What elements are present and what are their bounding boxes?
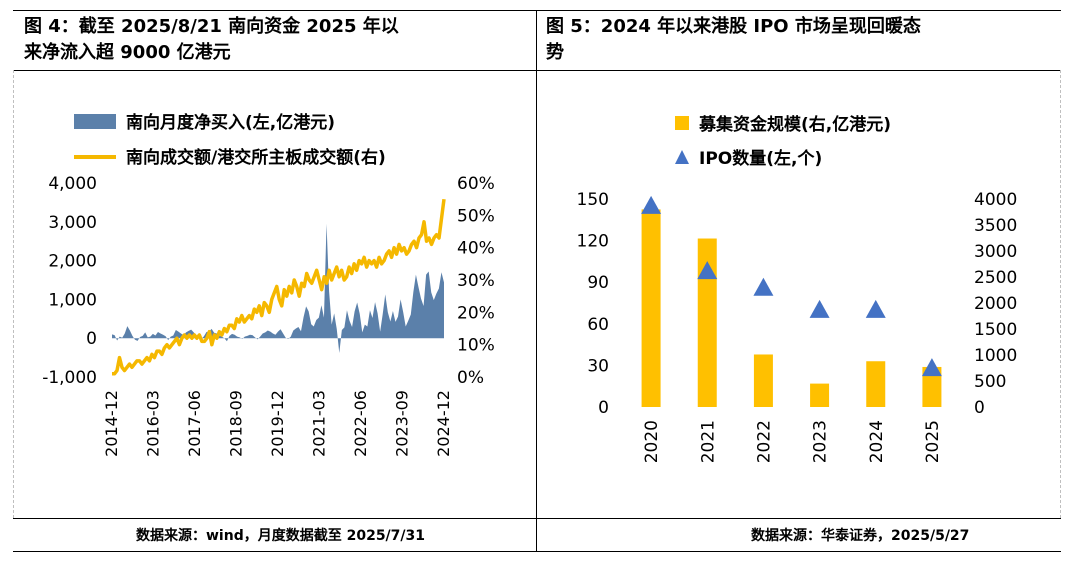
right-source-note: 数据来源：华泰证券，2025/5/27: [751, 528, 970, 544]
legend-line-label: 南向成交额/港交所主板成交额(右): [126, 147, 386, 168]
right-axis-tick: 2000: [974, 294, 1017, 314]
right-axis-tick: 3500: [974, 216, 1017, 236]
ipo-count-marker: [697, 261, 718, 280]
x-axis-tick: 2017-06: [185, 390, 204, 457]
left-axis-tick: 150: [577, 190, 609, 210]
frame-bottom-border: [13, 551, 1061, 552]
left-source-note: 数据来源：wind，月度数据截至 2025/7/31: [136, 528, 426, 544]
hk-ipo-chart: 募集资金规模(右,亿港元) IPO数量(左,个) 0 30 60 90 120 150 0…: [577, 114, 1018, 463]
legend-bar-swatch: [675, 116, 689, 130]
right-figure-title: 图 5：2024 年以来港股 IPO 市场呈现回暖态 势: [546, 14, 921, 66]
title-divider: [13, 70, 1061, 71]
left-title-line2: 来净流入超 9000 亿港元: [24, 42, 231, 63]
left-title-line1: 图 4：截至 2025/8/21 南向资金 2025 年以: [24, 16, 399, 37]
right-axis-tick: 60%: [457, 174, 495, 194]
right-axis-tick: 0: [974, 398, 985, 418]
x-axis-category: 2024: [867, 420, 887, 463]
right-dashed-border: [1060, 70, 1061, 518]
x-axis-tick: 2018-09: [227, 390, 246, 457]
right-axis-tick: 2500: [974, 268, 1017, 288]
ipo-count-marker: [865, 299, 886, 318]
x-axis-tick: 2021-03: [310, 390, 329, 457]
left-axis-tick: 2,000: [48, 252, 97, 272]
fundraising-bar: [753, 354, 773, 407]
legend-bar-label: 募集资金规模(右,亿港元): [698, 114, 891, 135]
x-axis-category: 2023: [811, 420, 831, 463]
ipo-count-marker: [641, 195, 662, 214]
right-axis-tick: 4000: [974, 190, 1017, 210]
left-axis-tick: 0: [86, 329, 97, 349]
left-figure-title: 图 4：截至 2025/8/21 南向资金 2025 年以 来净流入超 9000…: [24, 14, 399, 66]
ipo-count-marker: [921, 358, 942, 377]
x-axis-tick: 2023-09: [393, 390, 412, 457]
fundraising-bar: [641, 209, 661, 407]
panel-separator: [536, 10, 537, 552]
x-axis-tick: 2024-12: [434, 390, 453, 457]
ipo-count-marker: [809, 299, 830, 318]
left-axis-tick: 1,000: [48, 290, 97, 310]
frame-top-border: [13, 10, 1061, 11]
right-axis-tick: 10%: [457, 336, 495, 356]
southbound-flow-chart: 南向月度净买入(左,亿港元) 南向成交额/港交所主板成交额(右) -1,000 0…: [42, 112, 495, 457]
left-axis-tick: 90: [587, 273, 609, 293]
fundraising-bar: [866, 361, 886, 407]
x-axis-category: 2022: [754, 420, 774, 463]
fundraising-bar: [922, 366, 942, 407]
right-title-line2: 势: [546, 42, 564, 63]
right-axis-tick: 3000: [974, 242, 1017, 262]
right-axis-tick: 20%: [457, 303, 495, 323]
left-axis-tick: 120: [577, 232, 609, 252]
left-axis-tick: 3,000: [48, 213, 97, 233]
turnover-ratio-line: [112, 198, 446, 376]
fundraising-bar: [810, 383, 830, 407]
legend-area-swatch: [74, 114, 116, 129]
x-axis-tick: 2019-12: [268, 390, 287, 457]
fundraising-bar: [697, 238, 717, 407]
x-axis-category: 2025: [923, 420, 943, 463]
source-divider: [13, 518, 1061, 519]
right-axis-tick: 1000: [974, 346, 1017, 366]
x-axis-tick: 2016-03: [144, 390, 163, 457]
x-axis-category: 2021: [698, 420, 718, 463]
left-axis-tick: 0: [598, 398, 609, 418]
legend-triangle-label: IPO数量(左,个): [699, 148, 822, 169]
left-axis-tick: 30: [587, 356, 609, 376]
left-axis-tick: 60: [587, 315, 609, 335]
right-axis-tick: 500: [974, 372, 1006, 392]
right-axis-tick: 40%: [457, 239, 495, 259]
right-axis-tick: 30%: [457, 271, 495, 291]
legend-triangle-swatch: [675, 150, 689, 164]
legend-area-label: 南向月度净买入(左,亿港元): [126, 112, 335, 133]
x-axis-tick: 2014-12: [102, 390, 121, 457]
left-axis-tick: -1,000: [42, 368, 97, 388]
right-axis-tick: 0%: [457, 368, 484, 388]
x-axis-category: 2020: [642, 420, 662, 463]
right-title-line1: 图 5：2024 年以来港股 IPO 市场呈现回暖态: [546, 16, 921, 37]
left-axis-tick: 4,000: [48, 174, 97, 194]
ipo-count-marker: [753, 277, 774, 296]
right-axis-tick: 1500: [974, 320, 1017, 340]
left-dashed-border: [13, 70, 14, 518]
x-axis-tick: 2022-06: [351, 390, 370, 457]
right-axis-tick: 50%: [457, 206, 495, 226]
